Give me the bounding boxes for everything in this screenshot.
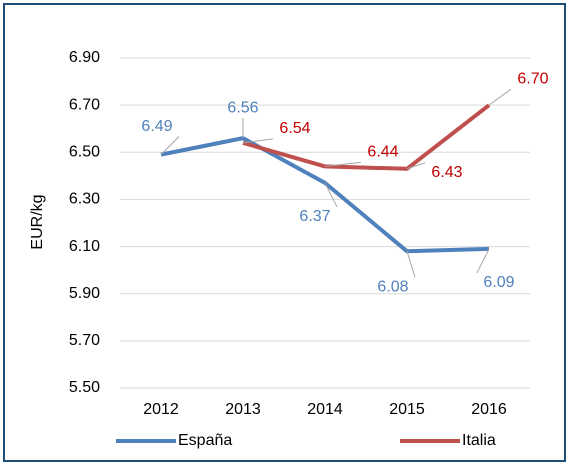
leader-line [476,248,490,274]
series-line [242,103,491,171]
chart-frame [3,3,566,462]
y-tick-label: 5.70 [69,332,100,349]
x-tick-label: 2012 [143,401,179,418]
leader-line [324,161,362,167]
data-label: 6.37 [299,208,330,225]
y-tick-label: 6.50 [69,144,100,161]
x-tick-label: 2014 [307,401,343,418]
y-tick-label: 6.70 [69,96,100,113]
y-tick-label: 6.90 [69,49,100,66]
leader-line [324,182,338,208]
y-tick-label: 6.10 [69,238,100,255]
legend-label: Italia [462,432,496,449]
legend-label: España [178,432,232,449]
data-label: 6.54 [279,120,310,137]
data-label: 6.44 [367,144,398,161]
x-tick-label: 2013 [225,401,261,418]
data-label: 6.43 [431,164,462,181]
data-label: 6.08 [377,279,408,296]
leader-line [160,136,180,155]
x-tick-label: 2016 [471,401,507,418]
leader-line [488,88,512,106]
y-tick-label: 6.30 [69,191,100,208]
leader-line [406,251,416,278]
y-tick-label: 5.90 [69,285,100,302]
y-axis-title: EUR/kg [29,194,46,249]
data-label: 6.70 [517,70,548,87]
y-tick-label: 5.50 [69,379,100,396]
data-label: 6.56 [227,99,258,116]
leader-line [406,162,426,170]
data-label: 6.49 [141,118,172,135]
leader-line [242,138,274,144]
data-label: 6.09 [483,274,514,291]
x-tick-label: 2015 [389,401,425,418]
